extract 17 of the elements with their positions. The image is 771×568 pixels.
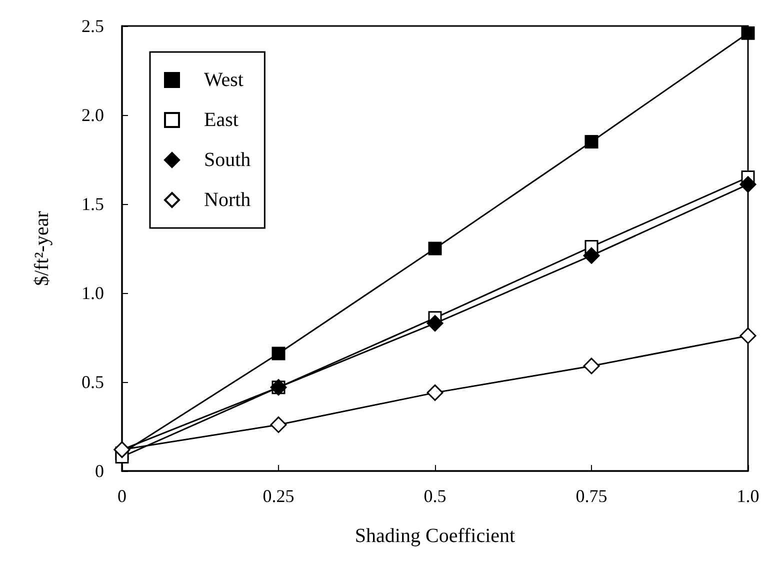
legend-label: South xyxy=(204,149,251,171)
x-tick-label: 0.5 xyxy=(424,486,446,506)
y-tick-label: 1.5 xyxy=(82,194,104,214)
x-axis-title: Shading Coefficient xyxy=(354,525,516,547)
x-tick-label: 0 xyxy=(118,486,126,506)
y-tick-label: 2.5 xyxy=(82,16,104,36)
y-tick-label: 0.5 xyxy=(82,372,104,392)
y-tick-label: 2.0 xyxy=(82,105,104,125)
y-tick-label: 0 xyxy=(95,461,104,481)
legend-label: East xyxy=(204,109,239,131)
x-tick-label: 0.25 xyxy=(262,486,294,506)
y-axis-title: $/ft²-year xyxy=(31,210,53,286)
legend-label: West xyxy=(204,69,244,91)
x-tick-label: 1.0 xyxy=(736,486,760,506)
y-tick-label: 1.0 xyxy=(82,283,104,303)
legend-label: North xyxy=(204,189,251,211)
x-tick-label: 0.75 xyxy=(576,486,608,506)
